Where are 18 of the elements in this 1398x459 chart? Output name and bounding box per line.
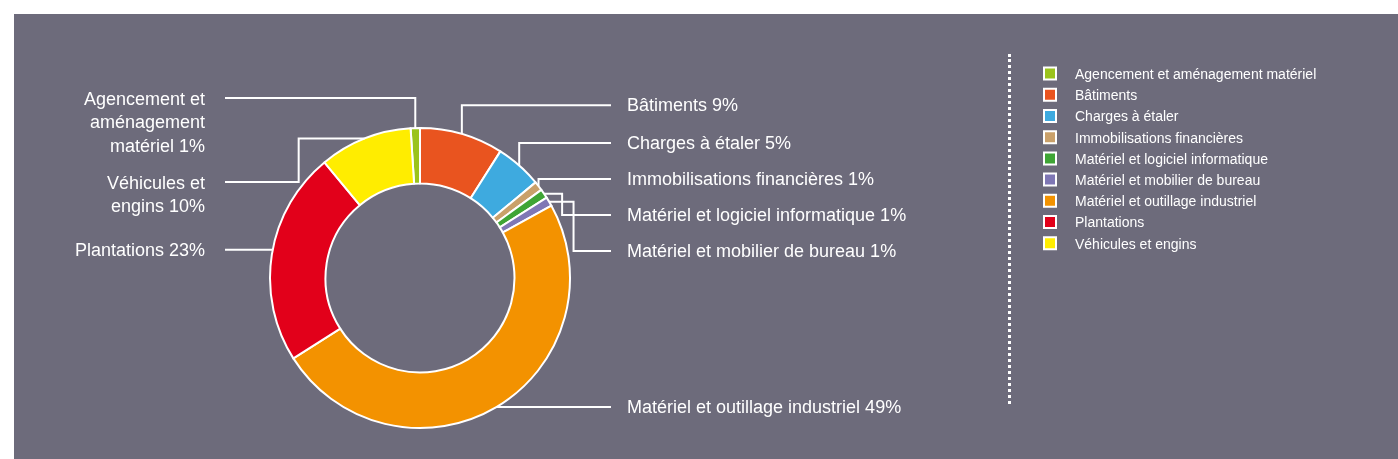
legend-label: Matériel et logiciel informatique <box>1075 150 1269 167</box>
legend-label: Matériel et outillage industriel <box>1075 193 1257 210</box>
category-label: Charges à étaler 5% <box>627 133 792 153</box>
legend-label: Plantations <box>1075 214 1145 231</box>
legend-label: Agencement et aménagement matériel <box>1075 66 1317 83</box>
category-label: Véhicules et engins 10% <box>107 173 206 217</box>
category-label: Matériel et mobilier de bureau 1% <box>627 241 897 261</box>
category-label: Plantations 23% <box>75 240 206 260</box>
legend-label: Bâtiments <box>1075 87 1138 104</box>
legend-label: Immobilisations financières <box>1075 129 1244 146</box>
category-label: Matériel et logiciel informatique 1% <box>627 205 907 225</box>
legend-label: Charges à étaler <box>1075 108 1179 125</box>
category-label: Bâtiments 9% <box>627 95 739 115</box>
legend-label: Matériel et mobilier de bureau <box>1075 172 1261 189</box>
category-label: Agencement et aménagement matériel 1% <box>84 89 206 156</box>
category-label: Immobilisations financières 1% <box>627 169 875 189</box>
category-label: Matériel et outillage industriel 49% <box>627 397 902 417</box>
legend-label: Véhicules et engins <box>1075 235 1197 252</box>
